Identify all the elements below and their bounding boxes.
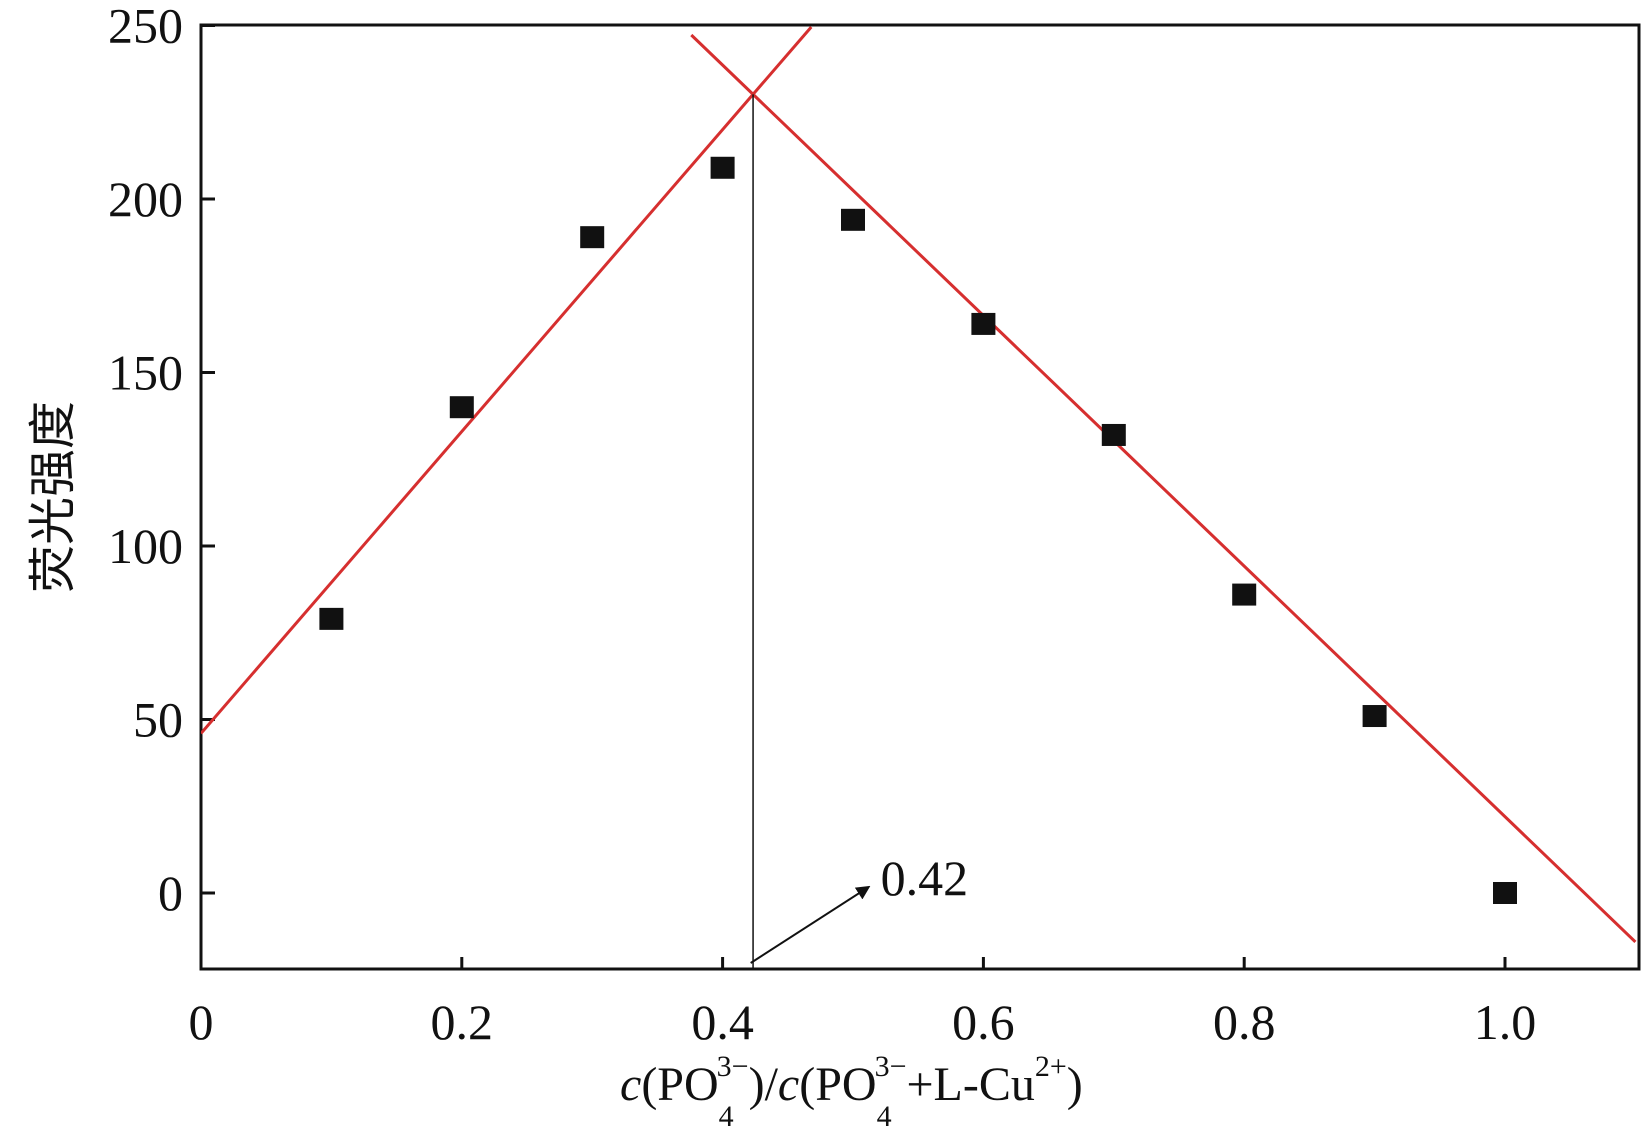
- y-tick-label: 150: [108, 345, 183, 401]
- data-point: [580, 226, 605, 249]
- fit-lines: [201, 25, 1637, 944]
- data-point: [1232, 583, 1257, 606]
- data-points: [319, 156, 1517, 904]
- data-point: [1493, 882, 1517, 904]
- fit-line: [690, 33, 1637, 944]
- data-point: [841, 208, 865, 231]
- data-point: [710, 156, 735, 179]
- y-axis-ticks: 0 50 100 150 200 250: [108, 0, 215, 921]
- x-tick-label: 0: [189, 994, 214, 1050]
- x-tick-label: 0.2: [431, 994, 494, 1050]
- data-point: [319, 607, 344, 630]
- x-axis-ticks: 0 0.2 0.4 0.6 0.8 1.0: [189, 957, 1537, 1050]
- fit-line: [201, 25, 813, 735]
- x-tick-label: 0.4: [691, 994, 754, 1050]
- y-tick-label: 100: [108, 518, 183, 574]
- x-tick-label: 0.8: [1213, 994, 1276, 1050]
- annotation-label: 0.42: [881, 850, 969, 906]
- y-tick-label: 200: [108, 171, 183, 227]
- y-axis-title: 荧光强度: [27, 401, 80, 593]
- plot-frame: [199, 23, 1641, 971]
- x-tick-label: 0.6: [952, 994, 1015, 1050]
- data-point: [449, 396, 474, 419]
- data-point: [1101, 423, 1126, 446]
- data-point: [1362, 705, 1387, 728]
- y-tick-label: 50: [133, 692, 183, 748]
- x-tick-label: 1.0: [1474, 994, 1537, 1050]
- y-tick-label: 0: [158, 865, 183, 921]
- x-title-c1: c: [620, 1058, 641, 1111]
- y-tick-label: 250: [108, 0, 183, 54]
- data-point: [971, 312, 996, 335]
- annotation-arrow: [750, 885, 871, 964]
- x-axis-title: c(PO43−)/c(PO43−+L-Cu2+): [620, 1050, 1083, 1130]
